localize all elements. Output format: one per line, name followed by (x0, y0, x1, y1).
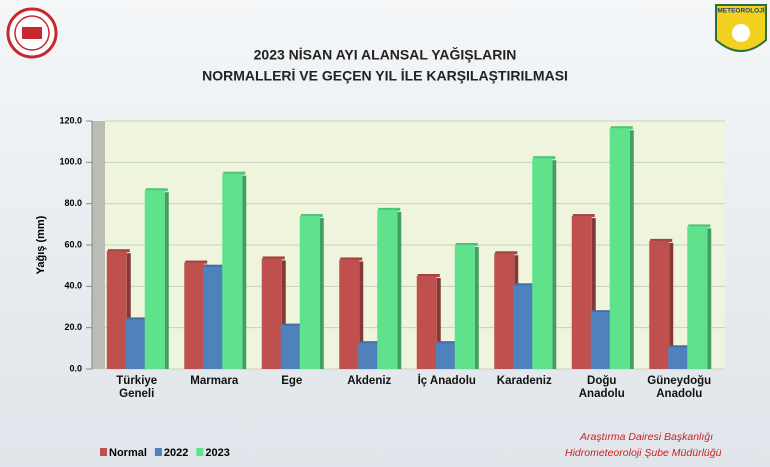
bar-side (591, 218, 596, 369)
bar (339, 259, 360, 369)
bar (609, 128, 630, 369)
bar-side (436, 278, 441, 369)
bar-side (707, 228, 712, 369)
bar (454, 245, 475, 369)
bar (532, 158, 553, 369)
bar-top (145, 188, 168, 192)
y-tick-label: 100.0 (59, 157, 82, 167)
legend-label: Normal (109, 447, 147, 459)
x-tick-label: İç Anadolu (417, 375, 476, 387)
bar-side (669, 242, 674, 369)
bar (280, 325, 301, 369)
legend-label: 2022 (164, 447, 188, 459)
bar (590, 312, 611, 369)
bar-top (436, 341, 459, 345)
x-tick-label: Türkiye Geneli (116, 375, 158, 400)
bar (106, 251, 127, 369)
bar-side (397, 211, 402, 369)
bar-top (262, 256, 285, 260)
bar-top (669, 345, 692, 349)
bar-top (223, 171, 246, 175)
x-tick-label: Güneydoğu Anadolu (647, 375, 712, 400)
bar-side (552, 160, 557, 369)
bar-side (474, 247, 479, 369)
bar-top (610, 126, 633, 130)
bar-side (359, 261, 364, 369)
bar-top (126, 317, 149, 321)
bar (184, 262, 205, 369)
chart-subtitle: NORMALLERİ VE GEÇEN YIL İLE KARŞILAŞTIRI… (202, 68, 568, 84)
bar (668, 347, 689, 369)
x-tick-label: Marmara (190, 375, 239, 387)
legend-swatch (154, 448, 162, 456)
bar-side (319, 218, 324, 369)
bar (203, 266, 224, 369)
bar-top (378, 207, 401, 211)
side-wall (92, 121, 105, 369)
legend-swatch (196, 448, 204, 456)
y-tick-label: 60.0 (64, 239, 82, 249)
y-tick-label: 20.0 (64, 322, 82, 332)
x-tick-label: Ege (281, 375, 303, 387)
bar (687, 226, 708, 369)
y-tick-label: 80.0 (64, 198, 82, 208)
x-tick-label: Akdeniz (347, 375, 392, 387)
logo-text: METEOROLOJİ (717, 7, 765, 15)
bar-top (650, 238, 673, 242)
bar-top (455, 243, 478, 246)
bar (513, 285, 534, 369)
bar-top (417, 274, 440, 277)
bar-top (107, 249, 130, 253)
bar-side (629, 130, 634, 369)
bar-top (281, 323, 304, 327)
x-tick-label: Doğu Anadolu (578, 375, 625, 400)
bar (299, 216, 320, 369)
bar-top (572, 214, 595, 218)
bar-top (300, 214, 323, 218)
y-tick-label: 0.0 (69, 363, 82, 373)
bar (416, 276, 437, 369)
bar-side (126, 253, 131, 369)
bar (261, 258, 282, 369)
bar (649, 240, 670, 369)
legend-label: 2023 (205, 447, 229, 459)
bar-top (495, 251, 518, 255)
bar (494, 253, 515, 369)
y-tick-label: 40.0 (64, 281, 82, 291)
chart-title: 2023 NİSAN AYI ALANSAL YAĞIŞLARIN (254, 46, 517, 63)
bar (435, 343, 456, 369)
bar (222, 173, 243, 369)
bar-top (185, 260, 208, 264)
y-tick-label: 120.0 (59, 115, 82, 125)
bar-top (340, 257, 363, 261)
x-tick-label: Karadeniz (496, 375, 552, 387)
bar (358, 343, 379, 369)
bar-top (688, 224, 711, 228)
bar-side (242, 175, 247, 369)
bar-top (359, 341, 382, 345)
bar-top (591, 310, 614, 314)
bar (571, 216, 592, 369)
legend-swatch (100, 448, 107, 456)
bar-side (281, 260, 286, 369)
bar-top (204, 264, 227, 268)
y-axis-label: Yağış (mm) (35, 215, 47, 274)
left-emblem (6, 7, 58, 59)
bar (144, 190, 165, 369)
footer: Hidrometeoroloji Şube Müdürlüğü (565, 447, 722, 459)
bar-top (533, 156, 556, 160)
bar (377, 209, 398, 369)
footer: Araştırma Dairesi Başkanlığı (579, 431, 713, 443)
right-logo: METEOROLOJİ (715, 4, 767, 52)
bar-top (514, 283, 537, 287)
bar-side (164, 192, 169, 369)
bar (125, 319, 146, 369)
